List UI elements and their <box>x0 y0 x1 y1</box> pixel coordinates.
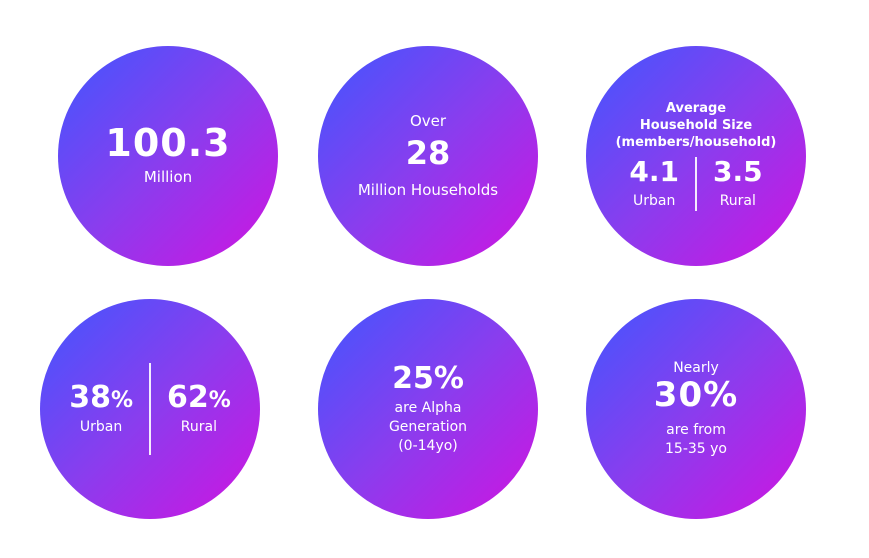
households-prefix: Over <box>409 112 447 131</box>
youth-circle: Nearly 30% are from 15-35 yo <box>586 299 806 519</box>
alpha-line-1: are Alpha <box>394 400 462 417</box>
household-size-rural-label: Rural <box>719 193 756 210</box>
household-size-rural-value: 3.5 <box>713 155 763 189</box>
alpha-line-3: (0-14yo) <box>398 437 458 454</box>
urban-rural-split: 38% Urban 62% Rural <box>53 363 247 455</box>
household-size-title-2: Household Size <box>639 117 753 133</box>
population-value: 100.3 <box>105 120 231 165</box>
urban-share-figure: 38% <box>69 381 133 414</box>
youth-line-1: are from <box>666 422 726 439</box>
household-size-urban-label: Urban <box>633 193 676 210</box>
population-circle: 100.3 Million <box>58 46 278 266</box>
household-size-urban: 4.1 Urban <box>613 157 695 211</box>
alpha-generation-circle: 25% are Alpha Generation (0-14yo) <box>318 299 538 519</box>
youth-value: 30% <box>653 374 739 415</box>
urban-share-value: 38 <box>69 380 111 416</box>
urban-share-label: Urban <box>79 419 123 436</box>
youth-line-2: 15-35 yo <box>665 441 727 458</box>
household-size-urban-value: 4.1 <box>629 155 679 189</box>
household-size-rural: 3.5 Rural <box>697 157 779 211</box>
household-size-title-1: Average <box>665 100 727 116</box>
alpha-value: 25% <box>392 361 464 397</box>
urban-share: 38% Urban <box>53 363 149 455</box>
population-unit: Million <box>143 168 193 187</box>
urban-rural-divider <box>149 363 151 455</box>
household-size-circle: Average Household Size (members/househol… <box>586 46 806 266</box>
households-value: 28 <box>405 134 451 173</box>
rural-share-percent: % <box>208 388 231 414</box>
household-size-split: 4.1 Urban 3.5 Rural <box>613 157 779 212</box>
rural-share-value: 62 <box>167 380 209 416</box>
household-size-title-3: (members/household) <box>615 134 777 150</box>
households-unit: Million Households <box>357 180 499 199</box>
urban-share-percent: % <box>110 388 133 414</box>
households-circle: Over 28 Million Households <box>318 46 538 266</box>
rural-share: 62% Rural <box>151 363 247 455</box>
urban-rural-circle: 38% Urban 62% Rural <box>40 299 260 519</box>
alpha-line-2: Generation <box>388 419 468 436</box>
youth-prefix: Nearly <box>673 359 719 376</box>
rural-share-figure: 62% <box>167 381 231 414</box>
rural-share-label: Rural <box>180 419 217 436</box>
household-size-divider <box>695 157 697 212</box>
